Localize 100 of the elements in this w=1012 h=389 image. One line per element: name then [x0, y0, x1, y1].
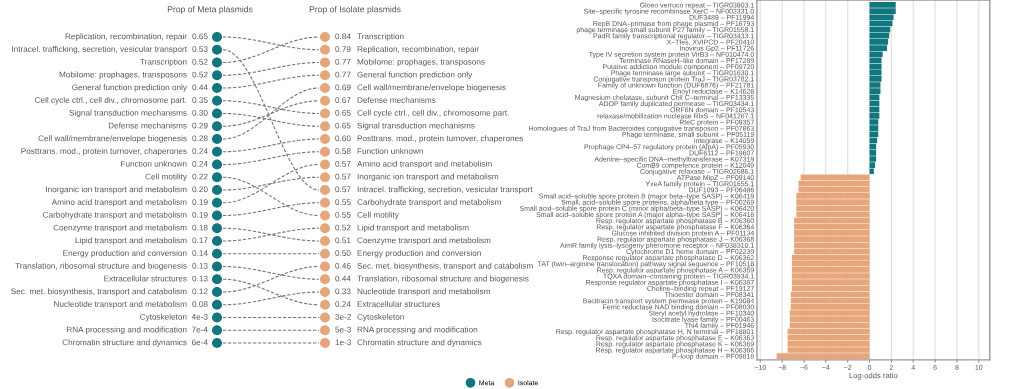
data-label: 0.67 [335, 97, 351, 103]
data-label: 0.55 [335, 199, 351, 205]
data-label: 0.65 [335, 122, 351, 129]
data-label: 0.60 [335, 135, 351, 142]
category-label: Chromatin structure and dynamics [357, 339, 482, 347]
category-label: Inorganic ion transport and metabolism [46, 186, 187, 194]
category-label: Nucleotide transport and metabolism [54, 300, 187, 309]
category-label: RNA processing and modification [66, 326, 187, 335]
category-label: Chromatin structure and dynamics [62, 339, 187, 347]
data-label: 5e-3 [335, 326, 352, 333]
data-label: 0.46 [335, 262, 351, 269]
category-label: Lipid transport and metabolism [75, 237, 187, 245]
data-label: 0.24 [192, 148, 208, 154]
category-label: Function unknown [357, 147, 423, 154]
category-label: Cell wall/membrane/envelope biogenesis [38, 135, 187, 143]
category-label: Function unknown [121, 160, 187, 167]
text: Prop of Isolate plasmids [309, 5, 401, 15]
category-label: Cytoskeleton [140, 313, 187, 322]
data-label: 0.55 [335, 211, 351, 218]
data-label: 0.28 [192, 135, 208, 142]
data-label: 0.65 [335, 109, 351, 116]
data-label: 0.33 [335, 288, 351, 295]
data-label: 0.58 [335, 148, 351, 154]
category-label: Defense mechanisms [108, 122, 187, 129]
category-label: Transcription [140, 58, 187, 67]
data-label: 0.19 [192, 199, 208, 205]
category-label: Signal transduction mechanisms [357, 122, 475, 131]
data-label: 0.52 [335, 224, 351, 231]
category-label: Translation, ribosomal structure and biogenesis [15, 262, 187, 271]
data-label: 0.52 [192, 71, 208, 78]
data-label: 0.19 [192, 211, 208, 218]
data-label: 0.29 [192, 122, 208, 129]
data-label: 1e-3 [335, 339, 352, 346]
data-label: 0.35 [192, 97, 208, 103]
category-label: Nucleotide transport and metabolism [357, 288, 490, 296]
data-label: 0.30 [192, 109, 208, 116]
data-label: 4e-3 [191, 313, 208, 320]
category-label: Transcription [357, 33, 404, 41]
data-label: 0.14 [192, 250, 208, 256]
category-label: Mobilome: prophages, transposons [357, 58, 485, 67]
category-label: Cell motility [357, 211, 399, 220]
category-label: Lipid transport and metabolism [357, 224, 469, 233]
data-label: 0.79 [335, 46, 351, 52]
data-label: 0.51 [335, 237, 351, 244]
category-label: Carbohydrate transport and metabolism [43, 211, 187, 220]
data-label: 0.24 [192, 160, 208, 167]
category-label: Signal transduction mechanisms [69, 109, 187, 118]
category-label: Posttrans. mod., protein turnover, chaperones [357, 135, 523, 143]
data-label: 0.44 [335, 275, 351, 282]
category-label: Posttrans. mod., protein turnover, chaperones [21, 147, 187, 156]
data-label: 0.17 [192, 237, 208, 244]
data-label: 0.22 [192, 173, 208, 180]
data-label: 0.77 [335, 71, 351, 78]
category-label: Amino acid transport and metabolism [357, 160, 492, 169]
category-label: Energy production and conversion [357, 249, 481, 258]
text: Prop of Meta plasmids [167, 5, 253, 15]
data-label: 0.57 [335, 160, 351, 167]
category-label: Extracellular structures [357, 300, 441, 307]
data-label: 0.24 [335, 301, 351, 307]
data-label: 0.12 [192, 288, 208, 295]
data-label: 0.69 [335, 84, 351, 91]
data-label: 0.08 [192, 301, 208, 307]
category-label: Mobilome: prophages, transposons [59, 71, 187, 80]
data-label: 7e-4 [192, 326, 208, 333]
category-label: Cell motility [145, 173, 187, 182]
data-label: 0.18 [192, 224, 208, 231]
data-label: 0.13 [192, 275, 208, 282]
category-label: Extracellular structures [104, 275, 187, 282]
category-label: Translation, ribosomal structure and biogenesis [357, 275, 529, 284]
category-label: Intracel. trafficking, secretion, vesicular transport [12, 45, 187, 54]
category-label: Defense mechanisms [357, 96, 436, 103]
data-label: 0.53 [192, 46, 208, 52]
data-label: 3e-2 [335, 313, 351, 320]
data-label: 0.65 [192, 33, 208, 40]
category-label: Replication, recombination, repair [357, 45, 479, 54]
category-label: Energy production and conversion [63, 249, 187, 258]
category-label: Sec. met. biosynthesis, transport and catabolism [11, 288, 187, 296]
data-label: 0.57 [335, 186, 351, 193]
category-label: Coenzyme transport and metabolism [53, 224, 187, 233]
data-label: 0.13 [192, 262, 208, 269]
category-label: Cell cycle ctrl., cell div., chromosome part. [35, 96, 187, 105]
data-label: 0.52 [192, 58, 208, 65]
category-label: Inorganic ion transport and metabolism [357, 173, 499, 182]
category-label: General function prediction only [72, 84, 187, 92]
category-label: RNA processing and modification [357, 326, 478, 335]
category-label: Cell cycle ctrl., cell div., chromosome part. [357, 109, 509, 118]
category-label: Cell wall/membrane/envelope biogenesis [357, 84, 506, 92]
category-label: Cytoskeleton [357, 313, 404, 322]
category-label: Carbohydrate transport and metabolism [357, 198, 501, 207]
category-label: General function prediction only [357, 71, 473, 80]
category-label: Amino acid transport and metabolism [51, 198, 187, 207]
data-label: 0.57 [335, 173, 351, 180]
category-label: Coenzyme transport and metabolism [357, 237, 491, 245]
data-label: 6e-4 [192, 339, 208, 346]
category-label: Sec. met. biosynthesis, transport and catabolism [357, 262, 533, 271]
data-label: 0.77 [335, 58, 351, 65]
data-label: 0.84 [335, 33, 351, 40]
data-label: 0.50 [335, 250, 351, 256]
category-label: Intracel. trafficking, secretion, vesicular transport [357, 186, 533, 194]
category-label: Replication, recombination, repair [65, 33, 187, 41]
